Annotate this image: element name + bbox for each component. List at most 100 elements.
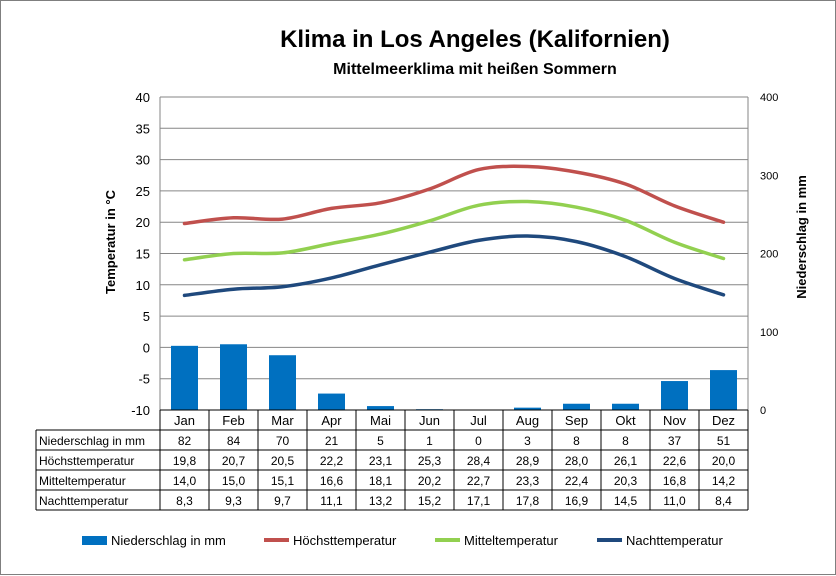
y-left-tick-label: 10 (136, 278, 150, 293)
data-label: 3 (524, 434, 531, 448)
bar-niederschlag (661, 381, 688, 410)
x-tick-label: Apr (321, 413, 342, 428)
data-label: 16,6 (320, 474, 344, 488)
data-label: 8,4 (715, 494, 732, 508)
y-left-tick-label: 15 (136, 247, 150, 262)
legend: Niederschlag in mm Höchsttemperatur Mittel… (82, 533, 723, 548)
data-label: 17,1 (467, 494, 491, 508)
data-label: 0 (475, 434, 482, 448)
data-label: 8,3 (176, 494, 193, 508)
y-right-tick-label: 100 (760, 327, 778, 339)
data-label: 51 (717, 434, 731, 448)
x-tick-label: Nov (663, 413, 687, 428)
data-label: 5 (377, 434, 384, 448)
legend-label: Nachttemperatur (626, 533, 723, 548)
bar-niederschlag (220, 344, 247, 410)
line-h-chsttemperatur (182, 164, 726, 226)
data-label: 28,0 (565, 454, 589, 468)
y-left-tick-label: 30 (136, 153, 150, 168)
data-label: 20,7 (222, 454, 246, 468)
bar-niederschlag (563, 403, 590, 410)
data-label: 26,1 (614, 454, 638, 468)
data-label: 21 (325, 434, 339, 448)
data-label: 22,7 (467, 474, 491, 488)
data-label: 18,1 (369, 474, 393, 488)
data-label: 22,2 (320, 454, 344, 468)
y-right-tick-label: 400 (760, 92, 778, 104)
x-tick-label: Feb (222, 413, 244, 428)
data-label: 20,0 (712, 454, 736, 468)
data-table: Jan Feb Mar Apr Mai Jun Jul Aug Sep Okt Nov Dez Nied… (35, 409, 749, 511)
data-label: 37 (668, 434, 682, 448)
y-left-tick-label: -10 (131, 403, 150, 418)
precipitation-bars (171, 344, 737, 410)
bar-niederschlag (514, 407, 541, 410)
data-label: 23,1 (369, 454, 393, 468)
data-label: 70 (276, 434, 290, 448)
table-row-label: Höchsttemperatur (39, 454, 134, 468)
y-left-tick-label: 35 (136, 121, 150, 136)
line-mitteltemperatur (182, 199, 726, 262)
data-label: 9,7 (274, 494, 291, 508)
data-label: 20,5 (271, 454, 295, 468)
legend-label: Mitteltemperatur (464, 533, 559, 548)
x-tick-label: Mar (271, 413, 294, 428)
y-left-tick-label: 5 (143, 309, 150, 324)
bar-niederschlag (269, 355, 296, 410)
legend-swatch (82, 536, 107, 545)
y-left-tick-label: 0 (143, 340, 150, 355)
legend-label: Höchsttemperatur (293, 533, 397, 548)
data-label: 28,9 (516, 454, 540, 468)
data-label: 9,3 (225, 494, 242, 508)
data-label: 20,2 (418, 474, 442, 488)
data-label: 23,3 (516, 474, 540, 488)
y-axis-left-label: Temperatur in °C (103, 189, 118, 294)
data-label: 8 (622, 434, 629, 448)
y-left-tick-label: 20 (136, 215, 150, 230)
x-tick-label: Jun (419, 413, 440, 428)
y-right-tick-label: 200 (760, 249, 778, 261)
data-label: 14,5 (614, 494, 638, 508)
bar-niederschlag (171, 345, 198, 410)
chart-subtitle: Mittelmeerklima mit heißen Sommern (333, 61, 617, 78)
x-tick-label: Aug (516, 413, 539, 428)
bar-niederschlag (367, 406, 394, 410)
y-right-tick-label: 0 (760, 405, 766, 417)
x-tick-label: Sep (565, 413, 588, 428)
bar-niederschlag (318, 393, 345, 410)
data-label: 14,0 (173, 474, 197, 488)
line-nachttemperatur (182, 234, 726, 298)
data-label: 22,4 (565, 474, 589, 488)
data-label: 15,0 (222, 474, 246, 488)
bar-niederschlag (710, 370, 737, 410)
data-label: 11,0 (663, 494, 686, 508)
data-label: 15,2 (418, 494, 442, 508)
data-label: 28,4 (467, 454, 491, 468)
table-row-label: Mitteltemperatur (39, 474, 126, 488)
data-label: 11,1 (320, 494, 343, 508)
chart-title: Klima in Los Angeles (Kalifornien) (280, 26, 670, 53)
data-label: 19,8 (173, 454, 197, 468)
x-tick-label: Dez (712, 413, 735, 428)
data-label: 8 (573, 434, 580, 448)
y-right-tick-label: 300 (760, 170, 778, 182)
data-label: 15,1 (271, 474, 295, 488)
data-label: 84 (227, 434, 241, 448)
data-label: 13,2 (369, 494, 393, 508)
x-tick-label: Mai (370, 413, 391, 428)
data-label: 25,3 (418, 454, 442, 468)
x-tick-label: Okt (615, 413, 636, 428)
data-label: 1 (426, 434, 433, 448)
temperature-lines (182, 164, 726, 298)
data-label: 17,8 (516, 494, 540, 508)
bar-niederschlag (612, 403, 639, 410)
x-tick-label: Jan (174, 413, 195, 428)
table-row-label: Nachttemperatur (39, 494, 128, 508)
data-label: 82 (178, 434, 192, 448)
data-label: 14,2 (712, 474, 736, 488)
data-label: 20,3 (614, 474, 638, 488)
y-axis-right-label: Niederschlag in mm (794, 175, 809, 299)
